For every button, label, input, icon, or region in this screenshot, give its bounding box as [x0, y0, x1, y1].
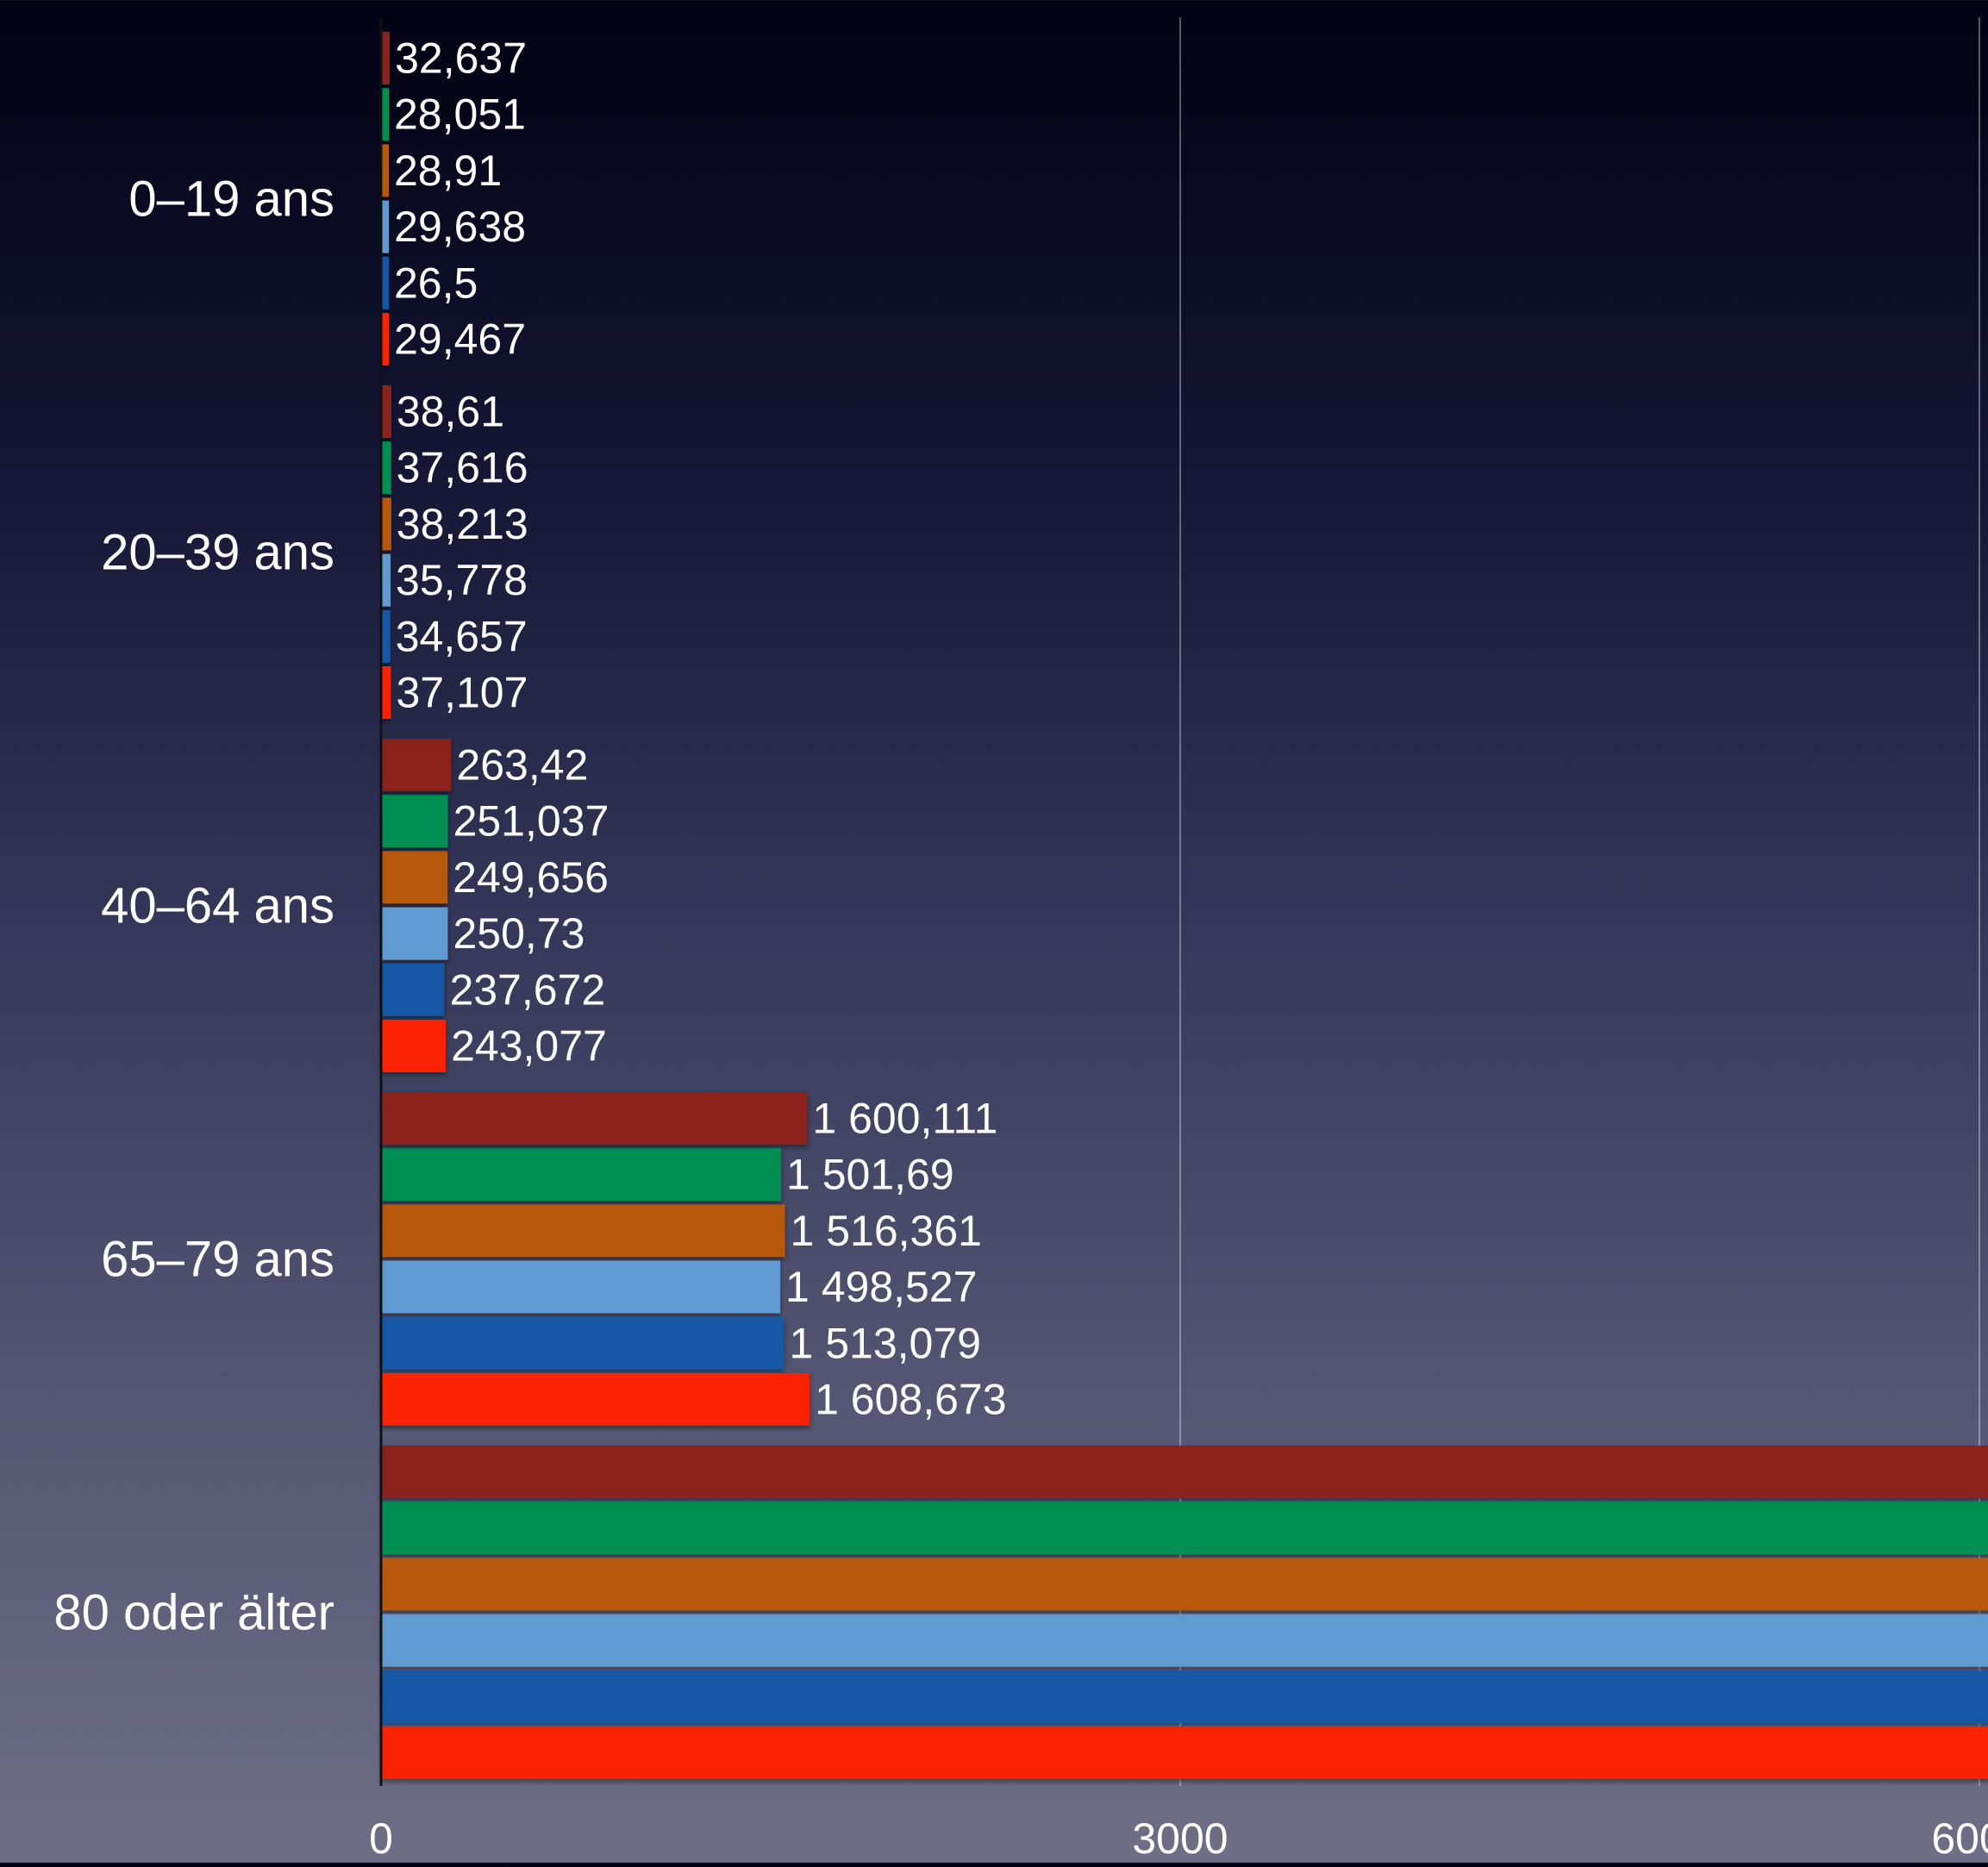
category-label: 40–64 ans	[101, 878, 334, 934]
data-label: 38,213	[397, 500, 528, 548]
data-label: 1 501,69	[786, 1151, 954, 1199]
bars	[381, 32, 1988, 1779]
bar	[381, 1502, 1988, 1555]
bar	[381, 553, 391, 607]
bar	[381, 795, 448, 848]
bar	[381, 666, 391, 719]
axes: 0 3000 6000 0–19 ans 20–39 ans 40–64 ans 65–79…	[53, 17, 1988, 1863]
data-label: 250,73	[453, 909, 585, 958]
bar	[381, 385, 391, 438]
bar	[381, 144, 389, 197]
data-label: 1 513,079	[790, 1319, 981, 1367]
bar	[381, 1316, 785, 1370]
x-tick-label: 0	[369, 1814, 393, 1863]
data-label: 38,61	[397, 388, 504, 436]
bar	[381, 441, 391, 495]
data-label: 32,637	[395, 34, 527, 83]
data-label: 263,42	[456, 741, 588, 790]
x-tick-label: 6000	[1931, 1814, 1988, 1863]
data-label: 251,037	[453, 797, 610, 846]
x-tick-label: 3000	[1132, 1814, 1228, 1863]
category-label: 65–79 ans	[101, 1232, 334, 1288]
data-label: 1 498,527	[785, 1263, 977, 1311]
bar	[381, 1446, 1988, 1498]
bar	[381, 1092, 808, 1145]
bar	[381, 32, 391, 84]
data-label: 1 516,361	[791, 1207, 982, 1255]
data-label: 249,656	[453, 853, 609, 902]
bar	[381, 1373, 810, 1426]
category-label: 80 oder älter	[53, 1585, 334, 1641]
bar	[381, 1558, 1988, 1611]
bar	[381, 88, 389, 141]
data-label: 26,5	[394, 259, 478, 307]
data-label: 37,107	[396, 669, 528, 717]
bar	[381, 739, 452, 791]
bar	[381, 1614, 1988, 1667]
data-label: 29,467	[394, 315, 526, 364]
data-label: 34,657	[396, 612, 528, 660]
data-label: 1 600,111	[812, 1095, 997, 1143]
bar	[381, 1260, 781, 1314]
data-label: 29,638	[394, 203, 526, 251]
data-label: 35,778	[396, 556, 528, 604]
bar	[381, 1020, 447, 1072]
data-labels: 32,637 28,051 28,91 29,638 26,5 29,467 38,61 37…	[394, 34, 1007, 1424]
bar	[381, 1727, 1988, 1779]
bar	[381, 851, 448, 904]
category-label: 20–39 ans	[101, 525, 334, 581]
data-label: 243,077	[451, 1022, 607, 1071]
data-label: 28,051	[394, 91, 526, 139]
bar	[381, 963, 445, 1016]
bar	[381, 256, 389, 309]
data-label: 237,672	[449, 965, 605, 1014]
data-label: 1 608,673	[815, 1376, 1006, 1424]
data-label: 28,91	[394, 147, 502, 195]
bar	[381, 907, 448, 960]
category-label: 0–19 ans	[128, 172, 334, 228]
data-label: 37,616	[397, 444, 528, 492]
bar	[381, 1670, 1988, 1723]
bar	[381, 497, 391, 551]
bar	[381, 1204, 785, 1258]
bar	[381, 1148, 782, 1202]
bar	[381, 313, 390, 365]
bar	[381, 200, 390, 253]
bar	[381, 609, 391, 663]
